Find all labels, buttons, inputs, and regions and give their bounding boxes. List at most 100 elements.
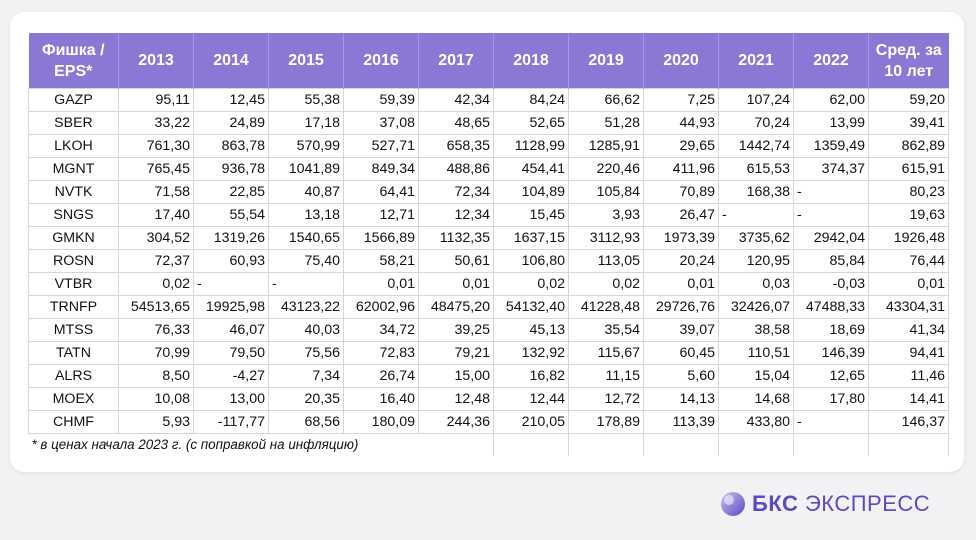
eps-value-cell: 8,50 (118, 364, 194, 388)
eps-value-cell: 59,39 (343, 88, 419, 112)
eps-value-cell: 70,89 (643, 180, 719, 204)
bks-logo-icon (721, 492, 745, 516)
eps-value-cell: 40,03 (268, 318, 344, 342)
eps-value-cell: 849,34 (343, 157, 419, 181)
eps-value-cell: 42,34 (418, 88, 494, 112)
eps-value-cell: 72,34 (418, 180, 494, 204)
ticker-cell: SBER (28, 111, 119, 135)
eps-value-cell: 18,69 (793, 318, 869, 342)
ticker-cell: TRNFP (28, 295, 119, 319)
eps-value-cell: 862,89 (868, 134, 949, 158)
eps-value-cell: 13,18 (268, 203, 344, 227)
eps-value-cell: 488,86 (418, 157, 494, 181)
eps-value-cell: 3112,93 (568, 226, 644, 250)
brand-regular: ЭКСПРЕСС (804, 491, 931, 516)
eps-value-cell: 46,07 (193, 318, 269, 342)
eps-value-cell: 570,99 (268, 134, 344, 158)
eps-value-cell: 39,41 (868, 111, 949, 135)
eps-value-cell: 33,22 (118, 111, 194, 135)
eps-value-cell: 60,45 (643, 341, 719, 365)
eps-value-cell: 29,65 (643, 134, 719, 158)
eps-value-cell: - (268, 272, 344, 296)
ticker-cell: TATN (28, 341, 119, 365)
eps-table: Фишка / EPS* 2013 2014 2015 2016 2017 20… (28, 33, 949, 456)
ticker-cell: ROSN (28, 249, 119, 273)
table-row: GAZP 95,11 12,45 55,38 59,39 42,34 84,24 66,62 7… (28, 88, 949, 112)
eps-value-cell: 765,45 (118, 157, 194, 181)
eps-value-cell: 1973,39 (643, 226, 719, 250)
eps-value-cell: 20,35 (268, 387, 344, 411)
eps-value-cell: 146,39 (793, 341, 869, 365)
eps-value-cell: 0,01 (643, 272, 719, 296)
eps-value-cell: 72,37 (118, 249, 194, 273)
eps-value-cell: 16,82 (493, 364, 569, 388)
table-row: LKOH 761,30 863,78 570,99 527,71 658,35 1128,9… (28, 134, 949, 158)
eps-value-cell: 15,04 (718, 364, 794, 388)
eps-value-cell: 113,39 (643, 410, 719, 434)
eps-value-cell: 761,30 (118, 134, 194, 158)
eps-value-cell: 3735,62 (718, 226, 794, 250)
eps-value-cell: 104,89 (493, 180, 569, 204)
eps-value-cell: 39,07 (643, 318, 719, 342)
eps-value-cell: 17,40 (118, 203, 194, 227)
eps-value-cell: 79,50 (193, 341, 269, 365)
empty-cell (793, 433, 869, 456)
eps-value-cell: 19925,98 (193, 295, 269, 319)
header-year: 2016 (343, 33, 419, 89)
header-year: 2018 (493, 33, 569, 89)
table-row: MTSS 76,33 46,07 40,03 34,72 39,25 45,13 35,54 3… (28, 318, 949, 342)
eps-value-cell: - (718, 203, 794, 227)
empty-cell (568, 433, 644, 456)
header-year: 2020 (643, 33, 719, 89)
eps-value-cell: 15,45 (493, 203, 569, 227)
eps-value-cell: 14,13 (643, 387, 719, 411)
footnote-row: * в ценах начала 2023 г. (с поправкой на… (28, 433, 949, 456)
header-average: Сред. за 10 лет (868, 33, 949, 89)
header-year: 2017 (418, 33, 494, 89)
eps-value-cell: 12,71 (343, 203, 419, 227)
eps-value-cell: -4,27 (193, 364, 269, 388)
eps-value-cell: 66,62 (568, 88, 644, 112)
eps-value-cell: 54132,40 (493, 295, 569, 319)
eps-value-cell: 17,80 (793, 387, 869, 411)
eps-value-cell: - (193, 272, 269, 296)
eps-value-cell: 433,80 (718, 410, 794, 434)
brand-bold: БКС (752, 491, 799, 516)
eps-value-cell: - (793, 410, 869, 434)
eps-value-cell: 94,41 (868, 341, 949, 365)
eps-value-cell: 5,60 (643, 364, 719, 388)
eps-value-cell: 0,01 (868, 272, 949, 296)
eps-value-cell: 14,41 (868, 387, 949, 411)
header-year: 2014 (193, 33, 269, 89)
eps-value-cell: 68,56 (268, 410, 344, 434)
eps-value-cell: 411,96 (643, 157, 719, 181)
eps-value-cell: 1540,65 (268, 226, 344, 250)
eps-value-cell: 210,05 (493, 410, 569, 434)
eps-value-cell: 1926,48 (868, 226, 949, 250)
eps-value-cell: 5,93 (118, 410, 194, 434)
eps-value-cell: 76,44 (868, 249, 949, 273)
ticker-cell: VTBR (28, 272, 119, 296)
eps-value-cell: 95,11 (118, 88, 194, 112)
brand-name: БКС ЭКСПРЕСС (752, 491, 930, 517)
eps-value-cell: 17,18 (268, 111, 344, 135)
eps-value-cell: 115,67 (568, 341, 644, 365)
header-year: 2022 (793, 33, 869, 89)
eps-value-cell: 0,01 (343, 272, 419, 296)
eps-value-cell: 26,47 (643, 203, 719, 227)
eps-value-cell: 43123,22 (268, 295, 344, 319)
empty-cell (868, 433, 949, 456)
empty-cell (643, 433, 719, 456)
eps-value-cell: 84,24 (493, 88, 569, 112)
eps-value-cell: 48,65 (418, 111, 494, 135)
eps-value-cell: 80,23 (868, 180, 949, 204)
footnote: * в ценах начала 2023 г. (с поправкой на… (28, 433, 494, 456)
table-row: TRNFP 54513,65 19925,98 43123,22 62002,96 484… (28, 295, 949, 319)
table-row: ROSN 72,37 60,93 75,40 58,21 50,61 106,80 113,0… (28, 249, 949, 273)
eps-value-cell: 454,41 (493, 157, 569, 181)
eps-value-cell: 1128,99 (493, 134, 569, 158)
eps-value-cell: 58,21 (343, 249, 419, 273)
header-year: 2015 (268, 33, 344, 89)
table-header-row: Фишка / EPS* 2013 2014 2015 2016 2017 20… (28, 33, 949, 89)
eps-value-cell: 12,72 (568, 387, 644, 411)
